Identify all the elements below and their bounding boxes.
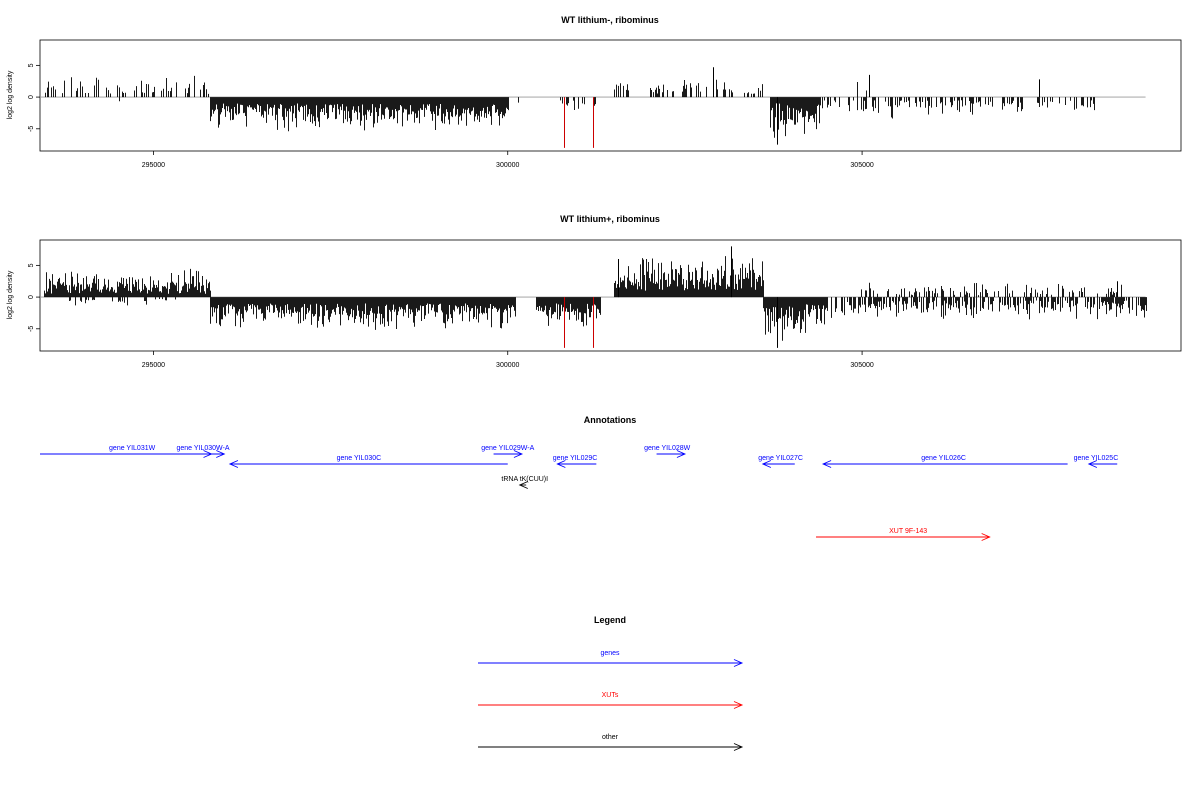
x-tick-label: 300000 bbox=[496, 162, 519, 169]
x-tick-label: 305000 bbox=[850, 362, 873, 369]
annotation-feature: XUT 9F-143 bbox=[816, 528, 991, 541]
x-tick-label: 295000 bbox=[142, 362, 165, 369]
feature-arrow-head bbox=[1087, 460, 1098, 468]
feature-label: gene YIL028W bbox=[644, 445, 691, 452]
feature-label: gene YIL026C bbox=[921, 455, 966, 462]
feature-arrow-head bbox=[203, 450, 213, 458]
panel-1-axes: 295000 300000 305000 5 0 -5 bbox=[28, 63, 874, 169]
annotation-feature: gene YIL029C bbox=[553, 455, 598, 468]
legend-label: other bbox=[602, 734, 619, 741]
panel-1-title: WT lithium-, ribominus bbox=[561, 15, 659, 25]
legend-title: Legend bbox=[594, 615, 626, 625]
y-tick-label: 5 bbox=[28, 263, 35, 267]
feature-label: tRNA tK(CUU)I bbox=[501, 476, 548, 483]
x-tick-label: 300000 bbox=[496, 362, 519, 369]
feature-arrow-head bbox=[761, 460, 772, 468]
feature-arrow-head bbox=[518, 481, 528, 489]
annotation-feature: gene YIL030W-A bbox=[176, 445, 230, 458]
legend-item: genes bbox=[478, 650, 744, 667]
annotation-features: gene YIL031W gene YIL030W-A gene YIL030C ge… bbox=[40, 445, 1118, 541]
feature-arrow-head bbox=[981, 533, 991, 541]
x-tick-label: 305000 bbox=[850, 162, 873, 169]
legend-label: XUTs bbox=[602, 692, 619, 699]
y-tick-label: 0 bbox=[28, 95, 35, 99]
y-tick-label: 0 bbox=[28, 295, 35, 299]
annotation-feature: gene YIL028W bbox=[644, 445, 691, 458]
panel-2-ylabel: log2 log density bbox=[7, 270, 14, 319]
feature-arrow-head bbox=[228, 460, 239, 468]
legend-arrow-head bbox=[733, 743, 744, 751]
panel-2-plot-box bbox=[39, 239, 1182, 352]
feature-label: gene YIL031W bbox=[109, 445, 156, 452]
legend-arrow-head bbox=[733, 701, 744, 709]
panel-lithium-plus: WT lithium+, ribominus log2 log density … bbox=[7, 214, 1182, 369]
panel-2-axes: 295000 300000 305000 5 0 -5 bbox=[28, 263, 874, 369]
legend-label: genes bbox=[600, 650, 620, 657]
y-tick-label: -5 bbox=[28, 326, 35, 332]
feature-label: gene YIL030C bbox=[337, 455, 382, 462]
panel-1-ylabel: log2 log density bbox=[7, 70, 14, 119]
panel-2-title: WT lithium+, ribominus bbox=[560, 214, 660, 224]
feature-label: XUT 9F-143 bbox=[889, 528, 927, 535]
feature-label: gene YIL030W-A bbox=[176, 445, 229, 452]
feature-label: gene YIL025C bbox=[1074, 455, 1119, 462]
annotations-track: Annotations gene YIL031W gene YIL030W-Age… bbox=[40, 415, 1118, 541]
legend-arrow-head bbox=[733, 659, 744, 667]
panel-2-bars bbox=[40, 246, 1147, 348]
annotation-feature: gene YIL029W-A bbox=[481, 445, 535, 458]
feature-arrow-head bbox=[821, 460, 832, 468]
feature-arrow-head bbox=[216, 450, 226, 458]
y-tick-label: 5 bbox=[28, 63, 35, 67]
feature-arrow-head bbox=[556, 460, 566, 468]
legend-item: other bbox=[478, 734, 744, 751]
annotations-title: Annotations bbox=[584, 415, 637, 425]
feature-label: gene YIL029W-A bbox=[481, 445, 534, 452]
panel-1-bars bbox=[40, 67, 1146, 148]
feature-arrow-head bbox=[513, 450, 524, 458]
y-tick-label: -5 bbox=[28, 126, 35, 132]
legend-item: XUTs bbox=[478, 692, 744, 709]
legend-items: genes XUTs other bbox=[478, 650, 744, 751]
panel-1-plot-box bbox=[39, 39, 1182, 152]
panel-lithium-minus: WT lithium-, ribominus log2 log density … bbox=[7, 15, 1182, 169]
annotation-feature: gene YIL025C bbox=[1074, 455, 1119, 468]
annotation-feature: gene YIL027C bbox=[758, 455, 803, 468]
legend: Legend genes XUTs other bbox=[478, 615, 744, 751]
feature-label: gene YIL029C bbox=[553, 455, 598, 462]
annotation-feature: gene YIL030C bbox=[228, 455, 508, 468]
annotation-feature: tRNA tK(CUU)I bbox=[501, 476, 548, 489]
feature-arrow-head bbox=[676, 450, 687, 458]
feature-label: gene YIL027C bbox=[758, 455, 803, 462]
x-tick-label: 295000 bbox=[142, 162, 165, 169]
annotation-feature: gene YIL026C bbox=[821, 455, 1068, 468]
